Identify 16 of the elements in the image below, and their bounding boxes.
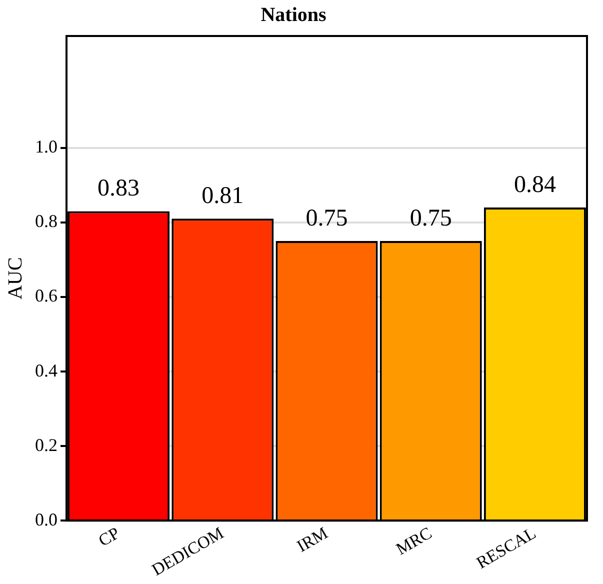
x-tick-label: CP [95,523,123,550]
chart-title: Nations [260,4,326,26]
x-tick-label: IRM [294,523,331,556]
data-label: 0.84 [514,172,556,198]
y-tick-label: 0.8 [35,211,58,232]
y-tick-label: 0.2 [35,434,58,455]
y-tick-label: 0.4 [35,360,58,380]
y-tick-label: 0.6 [35,286,58,306]
y-axis-title: AUC [4,257,26,300]
data-label: 0.75 [306,205,348,232]
data-label: 0.81 [202,182,244,209]
y-tick-label: 0.0 [35,509,58,530]
y-tick-label: 1.0 [35,136,58,157]
data-label: 0.75 [410,205,452,232]
x-tick-label: MRC [392,523,436,559]
data-label: 0.83 [98,176,140,202]
